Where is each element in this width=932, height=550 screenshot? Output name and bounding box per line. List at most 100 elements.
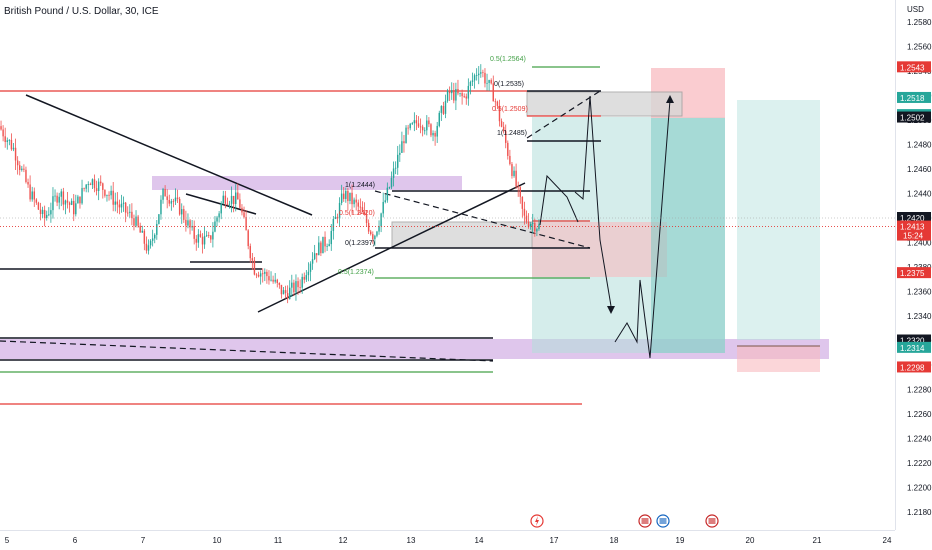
candle-body — [147, 245, 150, 251]
candle-body — [156, 223, 158, 235]
candle-body — [286, 293, 289, 299]
candle-body — [116, 201, 119, 205]
candle-body — [220, 203, 222, 214]
price-axis[interactable]: USD 1.25801.25601.25401.25201.25001.2480… — [895, 0, 932, 530]
us-flag-icon[interactable] — [705, 514, 719, 528]
candle-body — [75, 203, 77, 215]
candle-body — [276, 279, 278, 283]
time-ticks: 5 6 7 10 11 12 13 14 17 18 19 20 21 24 — [5, 536, 892, 545]
chart-title: British Pound / U.S. Dollar, 30, ICE — [4, 6, 159, 17]
forecast-path-3[interactable] — [589, 95, 612, 307]
price-tag-label: 1.2543 — [900, 63, 925, 72]
price-tag-label: 1.2298 — [900, 363, 925, 372]
descending-trendline[interactable] — [25, 94, 313, 216]
uk-flag-icon[interactable] — [638, 514, 652, 528]
projected-stop-zone[interactable] — [737, 346, 820, 372]
candle-body — [417, 123, 420, 127]
lightning-bolt — [535, 516, 539, 526]
time-axis[interactable]: 5 6 7 10 11 12 13 14 17 18 19 20 21 24 — [0, 530, 895, 550]
candle-body — [48, 214, 50, 216]
lightning-icon[interactable] — [530, 514, 544, 528]
time-tick-label: 21 — [813, 536, 822, 545]
candle-body — [274, 279, 276, 282]
candle-body — [355, 199, 357, 203]
price-tag-bg — [897, 91, 931, 103]
forecast-path-1[interactable] — [539, 174, 579, 226]
candle-body — [478, 73, 480, 76]
candle-body — [108, 194, 110, 196]
candle-body — [6, 140, 8, 142]
candle-body — [370, 231, 372, 235]
candle-body — [415, 120, 418, 124]
candle-body — [249, 246, 251, 259]
candle-body — [178, 198, 181, 215]
price-tick-label: 1.2360 — [907, 288, 932, 297]
time-tick-label: 6 — [73, 536, 78, 545]
projected-target-zone[interactable] — [737, 100, 820, 340]
candle-body — [502, 126, 505, 132]
dashed-projection[interactable] — [374, 190, 591, 249]
event-markers — [530, 514, 719, 528]
price-tick-label: 1.2260 — [907, 410, 932, 419]
candle-body — [168, 199, 170, 204]
price-chart[interactable]: 0.5(1.2564) 0(1.2535) 0.5(1.2509) 1(1.2485)… — [0, 0, 895, 530]
candle-body — [386, 187, 389, 201]
forecast-path-2[interactable] — [574, 95, 591, 201]
forecast-path-4[interactable] — [614, 99, 671, 359]
price-tick-label: 1.2200 — [907, 484, 932, 493]
candle-body — [316, 253, 318, 256]
candle-body — [440, 106, 443, 113]
candle-body — [127, 212, 129, 214]
candle-body — [500, 121, 503, 127]
candle-body — [33, 191, 35, 200]
candle-body — [459, 92, 461, 94]
candle-body — [309, 263, 312, 272]
price-tick-label: 1.2220 — [907, 459, 932, 468]
price-tick-label: 1.2580 — [907, 18, 932, 27]
candle-body — [58, 196, 60, 203]
candle-body — [399, 152, 401, 155]
candle-body — [131, 211, 133, 219]
candle-body — [174, 197, 177, 202]
candle-body — [129, 211, 131, 213]
supply-zone[interactable] — [152, 176, 462, 190]
candle-body — [424, 130, 426, 132]
candle-body — [297, 281, 299, 288]
grey-range-box-lower[interactable] — [391, 221, 533, 249]
candle-body — [110, 190, 112, 196]
dashed-projection-upper[interactable] — [526, 90, 601, 139]
us-flag-icon[interactable] — [656, 514, 670, 528]
candle-body — [330, 230, 332, 245]
price-tag: 1.2502 — [897, 111, 931, 123]
candle-body — [498, 105, 501, 122]
candle-body — [154, 234, 156, 239]
candle-body — [205, 235, 208, 237]
candle-body — [21, 168, 23, 170]
candle-body — [284, 290, 287, 294]
long-position-zone[interactable] — [651, 118, 725, 353]
candle-body — [509, 155, 511, 165]
candle-body — [4, 136, 6, 142]
candle-body — [172, 201, 175, 202]
price-tag-bg — [897, 61, 931, 73]
price-tag-label: 1.2375 — [900, 269, 925, 278]
grey-range-box[interactable] — [526, 91, 683, 117]
candle-body — [525, 215, 528, 222]
price-tick-label: 1.2180 — [907, 508, 932, 517]
candle-body — [41, 209, 44, 215]
price-tag-bg — [897, 334, 931, 346]
candle-body — [139, 225, 141, 233]
candle-body — [451, 90, 453, 94]
candle-body — [507, 142, 509, 156]
fib-level-label: 0(1.2397) — [345, 240, 375, 247]
dashed-trend-line[interactable] — [0, 340, 494, 362]
candle-body — [426, 120, 428, 131]
time-tick-label: 10 — [213, 536, 222, 545]
candle-body — [469, 81, 472, 86]
candle-body — [124, 202, 127, 213]
candle-body — [27, 182, 29, 185]
candle-body — [311, 259, 314, 264]
price-tag: 1.2543 — [897, 61, 931, 73]
candle-body — [16, 160, 19, 166]
